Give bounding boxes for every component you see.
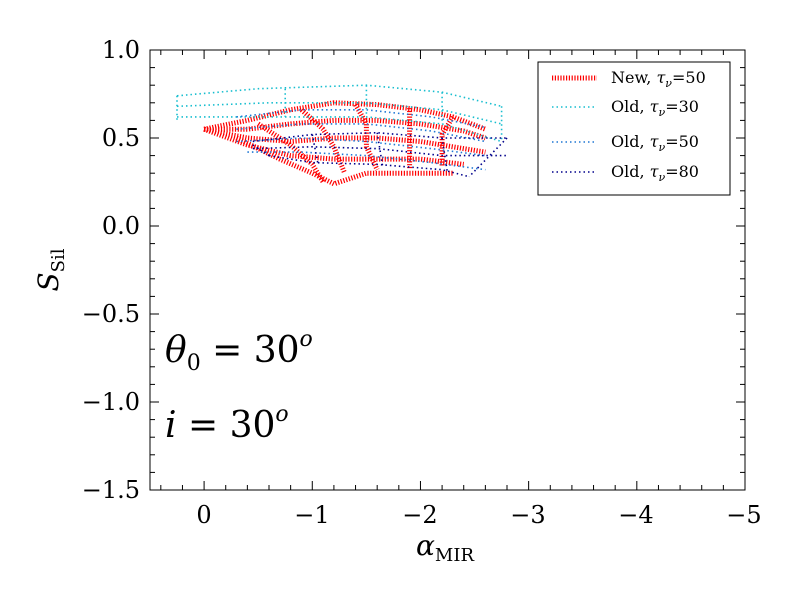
legend: New, τν=50 Old, τν=30 Old, τν=50 Old, τν…	[537, 61, 731, 196]
x-axis-label: αMIR	[416, 529, 474, 566]
series-3-curve-7	[468, 137, 508, 178]
series-0-curve-2	[203, 126, 486, 155]
x-tick-label: −3	[510, 501, 545, 529]
x-tick-label: −1	[294, 501, 329, 529]
annotation-theta: θ0 = 30o	[165, 327, 313, 376]
series-1-curve-1	[176, 102, 502, 125]
x-tick-labels: 0 −1 −2 −3 −4 −5	[196, 501, 761, 529]
y-tick-label: −1.5	[82, 476, 140, 504]
series-0-curve-4	[235, 135, 453, 187]
y-axis-label: SSil	[32, 248, 69, 291]
series-3-curve-3	[252, 144, 270, 157]
y-tick-label: −0.5	[82, 300, 140, 328]
series-0-curve-6	[299, 107, 348, 175]
y-tick-labels: 1.0 0.5 0.0 −0.5 −1.0 −1.5	[82, 36, 140, 504]
series-0-curve-7	[353, 103, 380, 171]
y-tick-label: 0.5	[102, 124, 140, 152]
legend-label-old-80: Old, τν=80	[611, 162, 699, 184]
series-layer	[176, 84, 508, 187]
x-tick-label: 0	[196, 501, 211, 529]
legend-label-new-50: New, τν=50	[611, 68, 706, 90]
series-3-curve-4	[311, 134, 319, 163]
series-0-curve-0	[203, 100, 487, 132]
y-tick-label: 0.0	[102, 212, 140, 240]
series-3-curve-6	[441, 137, 449, 174]
x-tick-label: −4	[618, 501, 653, 529]
y-tick-label: −1.0	[82, 388, 140, 416]
legend-label-old-30: Old, τν=30	[611, 97, 699, 119]
x-tick-label: −2	[402, 501, 437, 529]
series-3-curve-2	[268, 154, 470, 178]
legend-box	[537, 61, 731, 196]
series-3-curve-5	[376, 132, 384, 167]
series-3-curve-0	[252, 131, 507, 143]
series-0-curve-5	[256, 121, 326, 184]
series-2-curve-3	[247, 151, 486, 171]
annotation-inclination: i = 30o	[165, 402, 289, 446]
tick-marks	[150, 49, 746, 491]
series-0-curve-9	[439, 115, 456, 167]
x-tick-label: −5	[726, 501, 761, 529]
legend-label-old-50: Old, τν=50	[611, 132, 699, 154]
y-tick-label: 1.0	[102, 36, 140, 64]
